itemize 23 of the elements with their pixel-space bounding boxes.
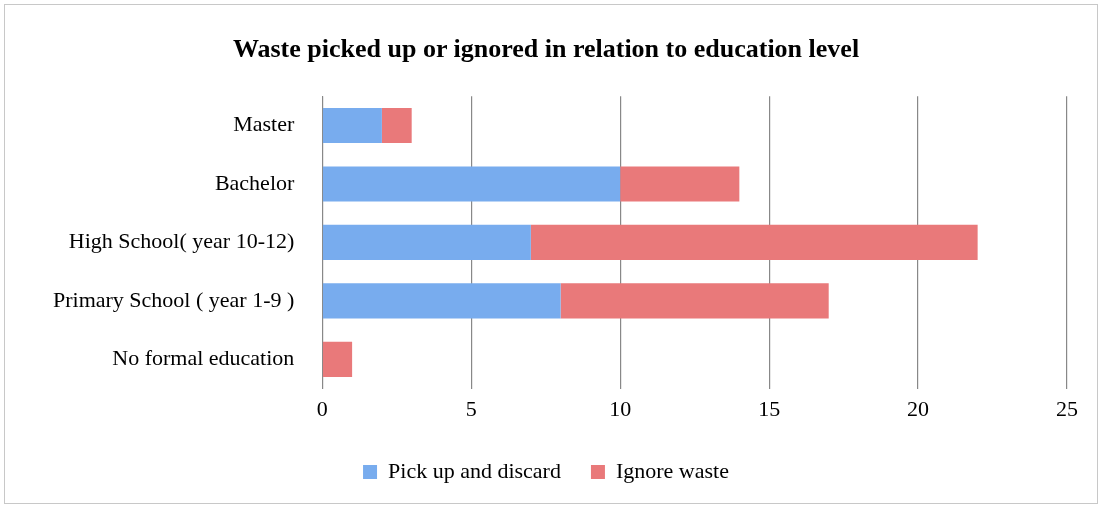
chart-title: Waste picked up or ignored in relation to education level: [232, 34, 860, 64]
bar: [322, 283, 561, 319]
y-tick-label: Primary School ( year 1-9 ): [53, 286, 295, 312]
bar: [322, 224, 531, 260]
bar: [620, 166, 740, 202]
x-tick-label: 15: [758, 395, 781, 421]
x-tick-label: 5: [465, 395, 477, 421]
x-tick-label: 25: [1056, 395, 1078, 421]
y-tick-label: Master: [233, 111, 295, 137]
y-tick-label: Bachelor: [214, 169, 295, 195]
legend-label: Ignore waste: [615, 457, 729, 483]
bar: [560, 283, 829, 319]
bar: [381, 107, 412, 143]
x-tick-label: 20: [907, 395, 930, 421]
x-tick-label: 10: [609, 395, 632, 421]
bar: [322, 166, 621, 202]
bar: [322, 107, 382, 143]
bar: [322, 341, 353, 377]
bar: [530, 224, 978, 260]
y-tick-label: High School( year 10-12): [68, 228, 295, 254]
legend-label: Pick up and discard: [388, 457, 561, 483]
y-tick-label: No formal education: [112, 345, 295, 371]
x-tick-label: 0: [316, 395, 328, 421]
